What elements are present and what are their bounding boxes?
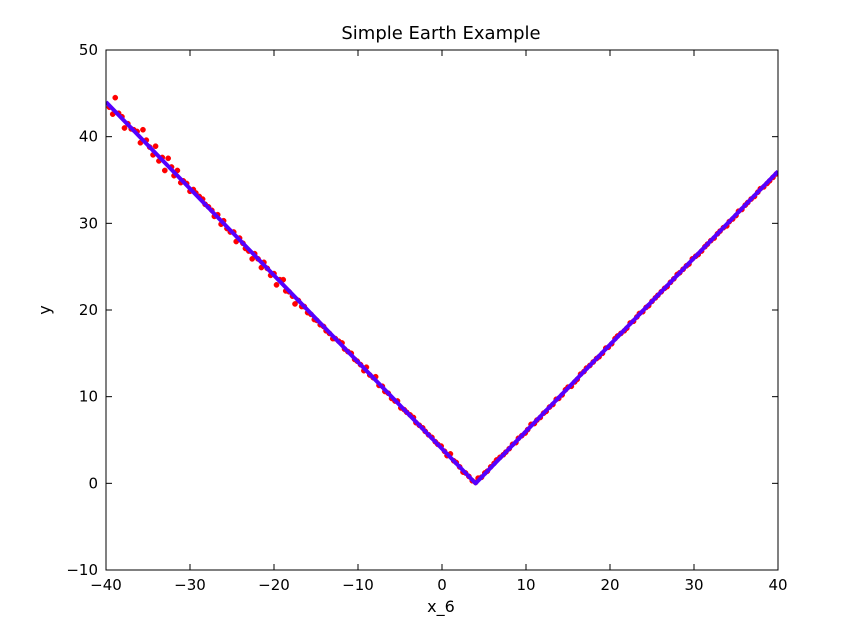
scatter-point <box>161 167 168 174</box>
y-tick-label: 10 <box>79 388 98 406</box>
y-tick-label: 40 <box>79 128 98 146</box>
x-tick-label: 10 <box>516 576 535 594</box>
fit-line-layer <box>106 100 778 486</box>
scatter-point <box>152 143 159 150</box>
x-axis-ticks: −40 −30 −20 −10 0 10 20 30 40 <box>90 50 788 594</box>
y-tick-label: −10 <box>66 561 98 579</box>
fit-line <box>106 100 778 486</box>
y-axis-label: y <box>35 305 54 314</box>
y-axis-ticks: −10 0 10 20 30 40 50 <box>66 41 778 579</box>
scatter-point <box>112 94 119 101</box>
scatter-point <box>140 126 146 133</box>
x-tick-label: −20 <box>258 576 290 594</box>
y-tick-label: 30 <box>79 214 98 232</box>
chart-title: Simple Earth Example <box>341 23 540 44</box>
scatter-point <box>165 155 172 162</box>
plot-area <box>106 94 778 486</box>
x-tick-label: 0 <box>437 576 447 594</box>
x-tick-label: −40 <box>90 576 122 594</box>
x-tick-label: −10 <box>342 576 374 594</box>
y-tick-label: 50 <box>79 41 98 59</box>
y-tick-label: 0 <box>88 474 98 492</box>
scatter-point <box>273 282 280 288</box>
y-tick-label: 20 <box>79 301 98 319</box>
scatter-point <box>249 256 256 262</box>
x-tick-label: 30 <box>684 576 703 594</box>
scatter-point <box>292 301 298 307</box>
x-axis-label: x_6 <box>427 597 455 617</box>
x-tick-label: −30 <box>174 576 206 594</box>
x-tick-label: 20 <box>600 576 619 594</box>
x-tick-label: 40 <box>768 576 787 594</box>
scatter-point <box>121 125 128 131</box>
